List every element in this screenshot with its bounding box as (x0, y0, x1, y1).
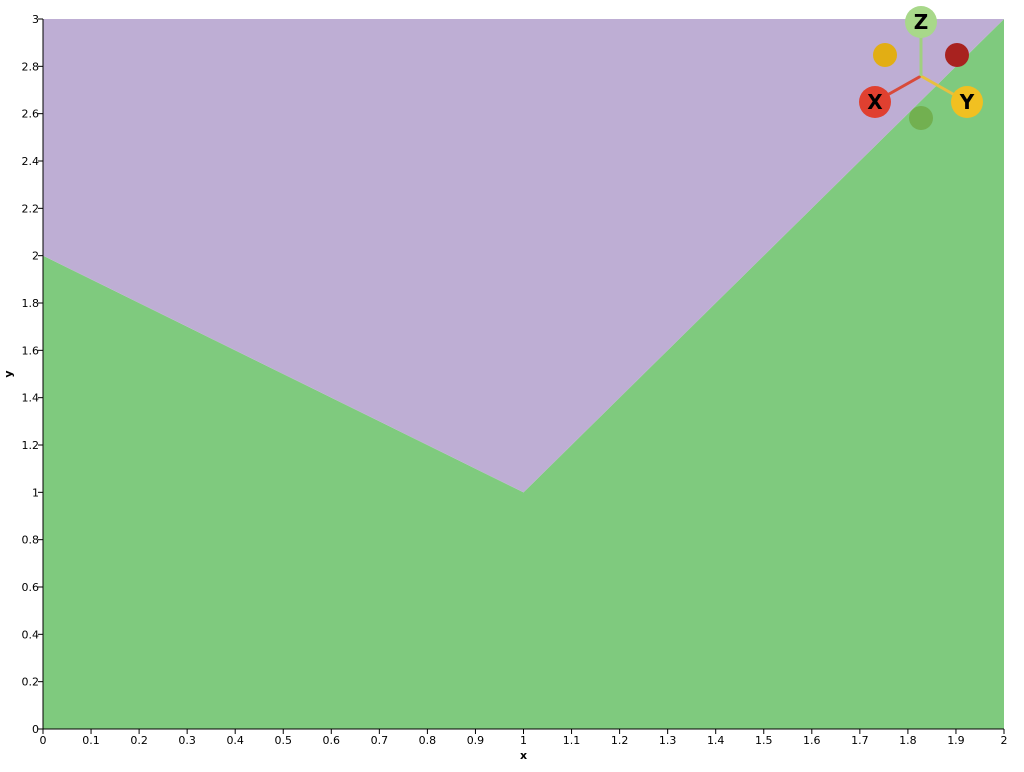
x-tick-label: 0 (40, 734, 47, 747)
x-tick-label: 1.1 (563, 734, 581, 747)
y-tick-label: 1.6 (22, 344, 40, 357)
gizmo-axis-marker-x (859, 86, 891, 118)
y-tick-label: 2.8 (22, 60, 40, 73)
x-tick-label: 0.4 (226, 734, 244, 747)
y-tick-label: 2.2 (22, 202, 40, 215)
y-tick-label: 0 (32, 723, 39, 736)
x-tick-label: 0.1 (82, 734, 100, 747)
x-tick-label: 1.7 (851, 734, 869, 747)
regions-layer (43, 19, 1004, 729)
gizmo-axis-marker-z (905, 6, 937, 38)
x-ticks: 0 0.1 0.2 0.3 0.4 0.5 0.6 0.7 0.8 0.9 1 1.1 1.2 1.3 1.… (40, 729, 1008, 747)
y-tick-label: 2.6 (22, 108, 40, 121)
x-tick-label: 1.5 (755, 734, 773, 747)
x-tick-label: 0.6 (323, 734, 341, 747)
y-tick-label: 1.4 (22, 392, 40, 405)
y-tick-label: 1.2 (22, 439, 40, 452)
x-tick-label: 0.2 (130, 734, 148, 747)
x-tick-label: 0.9 (467, 734, 485, 747)
gizmo-negative-marker (873, 43, 897, 67)
x-tick-label: 1.4 (707, 734, 725, 747)
region-1 (43, 19, 1004, 493)
gizmo-axis-label-y: Y (959, 90, 975, 114)
x-tick-label: 0.5 (275, 734, 293, 747)
gizmo-axis-label-x: X (867, 90, 883, 114)
x-tick-label: 1 (520, 734, 527, 747)
y-axis-title: y (2, 370, 15, 377)
x-tick-label: 1.8 (899, 734, 917, 747)
y-tick-label: 2.4 (22, 155, 40, 168)
x-axis-title: x (520, 749, 527, 762)
x-tick-label: 1.2 (611, 734, 629, 747)
y-tick-label: 0.2 (22, 676, 40, 689)
x-tick-label: 1.6 (803, 734, 821, 747)
x-tick-label: 0.8 (419, 734, 437, 747)
orientation-gizmo[interactable]: X Y Z (859, 6, 983, 130)
y-tick-label: 1 (32, 486, 39, 499)
y-tick-label: 0.4 (22, 628, 40, 641)
y-tick-label: 0.6 (22, 581, 40, 594)
y-tick-label: 0.8 (22, 534, 40, 547)
gizmo-negative-marker (909, 106, 933, 130)
x-tick-label: 0.7 (371, 734, 389, 747)
y-ticks: 0 0.2 0.4 0.6 0.8 1 1.2 1.4 1.6 1.8 2 2.2 2.4 2.6 2.8 3 (22, 13, 43, 736)
x-tick-label: 0.3 (178, 734, 196, 747)
gizmo-negative-marker (945, 43, 969, 67)
gizmo-axis-marker-y (951, 86, 983, 118)
gizmo-axis-label-z: Z (914, 10, 929, 34)
region-0 (43, 19, 1004, 729)
y-tick-label: 3 (32, 13, 39, 26)
x-tick-label: 1.3 (659, 734, 677, 747)
y-tick-label: 1.8 (22, 297, 40, 310)
x-tick-label: 1.9 (947, 734, 965, 747)
x-tick-label: 2 (1001, 734, 1008, 747)
y-tick-label: 2 (32, 250, 39, 263)
